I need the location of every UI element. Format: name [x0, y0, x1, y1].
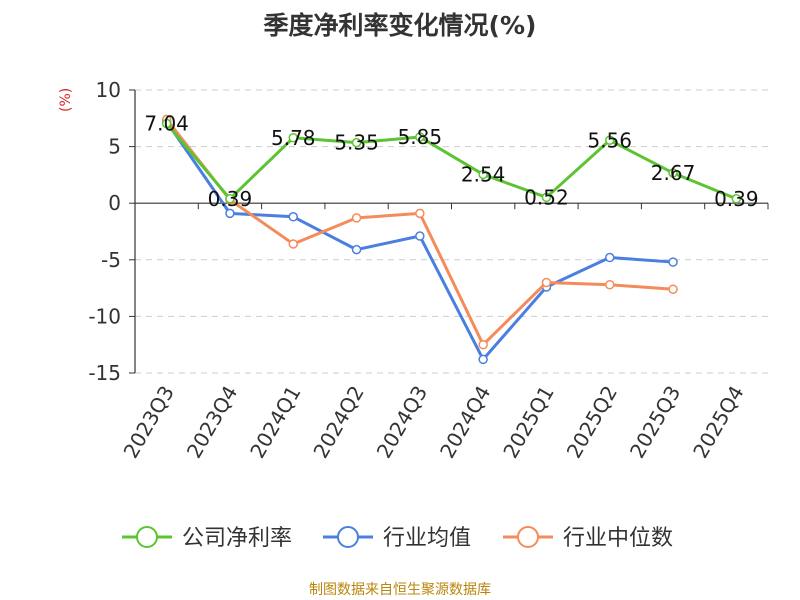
y-tick-label: -5: [101, 248, 121, 272]
x-tick-label: 2025Q1: [498, 382, 558, 463]
legend-marker: [337, 526, 359, 548]
data-point: [161, 118, 172, 129]
data-label: 0.39: [208, 187, 253, 211]
data-point: [605, 279, 615, 290]
x-tick-label: 2023Q3: [119, 382, 179, 463]
x-tick-label: 2024Q4: [435, 382, 495, 463]
legend-item-1: 行业均值: [323, 526, 471, 551]
y-tick-label: -15: [88, 361, 121, 385]
data-point: [288, 212, 298, 222]
data-label: 2.54: [461, 162, 506, 186]
data-point: [668, 284, 678, 294]
y-tick-label: 5: [108, 135, 121, 159]
x-tick-label: 2025Q2: [562, 382, 622, 463]
series-lines: [161, 114, 742, 365]
data-point: [668, 168, 678, 178]
data-label: 5.56: [587, 128, 632, 152]
data-point: [605, 135, 615, 146]
series-line-0: [165, 122, 737, 201]
x-tick-label: 2025Q4: [688, 382, 748, 463]
data-label: 5.85: [398, 125, 443, 149]
data-point: [415, 132, 425, 142]
data-label: 5.78: [271, 126, 316, 150]
data-point: [478, 354, 488, 365]
y-tick-label: 0: [108, 191, 121, 215]
x-tick-label: 2024Q2: [308, 382, 368, 463]
data-point: [541, 192, 552, 203]
data-label: 2.67: [651, 161, 696, 185]
legend: 公司净利率 行业均值 行业中位数: [122, 526, 673, 551]
data-label: 0.52: [524, 185, 569, 209]
data-point: [288, 133, 298, 143]
x-tick-label: 2024Q3: [372, 382, 432, 463]
x-tick-label: 2025Q3: [625, 382, 685, 463]
data-point: [225, 194, 235, 204]
data-point: [288, 239, 298, 249]
data-point: [351, 213, 362, 223]
data-point: [668, 257, 678, 267]
legend-item-2: 行业中位数: [503, 526, 673, 551]
data-label: 7.04: [144, 112, 189, 136]
legend-label: 行业均值: [383, 526, 471, 551]
data-point: [731, 194, 742, 204]
data-label: 0.39: [714, 187, 759, 211]
x-tick-label: 2023Q4: [182, 382, 242, 463]
legend-marker: [136, 526, 158, 548]
data-label: 5.35: [334, 131, 379, 155]
data-point: [225, 208, 235, 219]
chart-title: 季度净利率变化情况(%): [263, 11, 537, 40]
data-point: [415, 208, 425, 219]
data-point: [351, 137, 362, 148]
data-labels: 7.04 0.39 5.78 5.35 5.85 2.54 0.52 5.56 2.67 0.39: [144, 112, 758, 211]
legend-marker: [517, 526, 539, 548]
data-point: [605, 252, 615, 263]
legend-label: 行业中位数: [563, 526, 673, 551]
data-point: [478, 339, 488, 350]
data-point: [415, 231, 425, 241]
data-point: [541, 277, 552, 288]
gridlines: [135, 89, 768, 374]
x-tick-label: 2024Q1: [245, 382, 305, 463]
data-point: [478, 169, 488, 180]
y-tick-label: 10: [96, 78, 121, 102]
data-source-note: 制图数据来自恒生聚源数据库: [309, 582, 491, 598]
y-tick-label: -10: [88, 304, 121, 328]
data-point: [351, 244, 362, 255]
legend-label: 公司净利率: [182, 526, 292, 551]
legend-item-0: 公司净利率: [122, 526, 292, 551]
